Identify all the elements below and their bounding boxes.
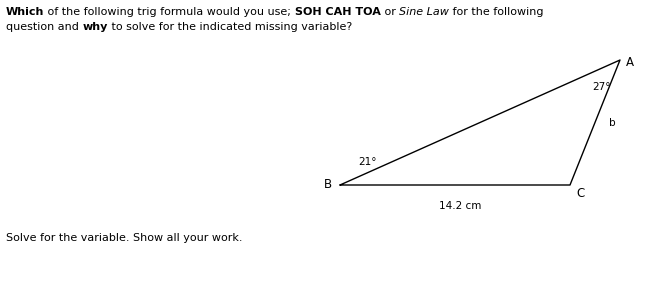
Text: to solve for the indicated missing variable?: to solve for the indicated missing varia… — [108, 22, 352, 32]
Text: A: A — [626, 56, 634, 69]
Text: SOH CAH TOA: SOH CAH TOA — [295, 7, 380, 17]
Text: of the following trig formula would you use;: of the following trig formula would you … — [44, 7, 295, 17]
Text: Solve for the variable. Show all your work.: Solve for the variable. Show all your wo… — [6, 233, 242, 243]
Text: C: C — [576, 187, 584, 200]
Text: b: b — [609, 118, 616, 127]
Text: question and: question and — [6, 22, 82, 32]
Text: 14.2 cm: 14.2 cm — [439, 201, 481, 211]
Text: for the following: for the following — [449, 7, 544, 17]
Text: Which: Which — [6, 7, 44, 17]
Text: why: why — [82, 22, 108, 32]
Text: B: B — [324, 178, 332, 191]
Text: 27°: 27° — [592, 82, 610, 92]
Text: 21°: 21° — [358, 157, 376, 167]
Text: Sine Law: Sine Law — [399, 7, 449, 17]
Text: or: or — [380, 7, 399, 17]
